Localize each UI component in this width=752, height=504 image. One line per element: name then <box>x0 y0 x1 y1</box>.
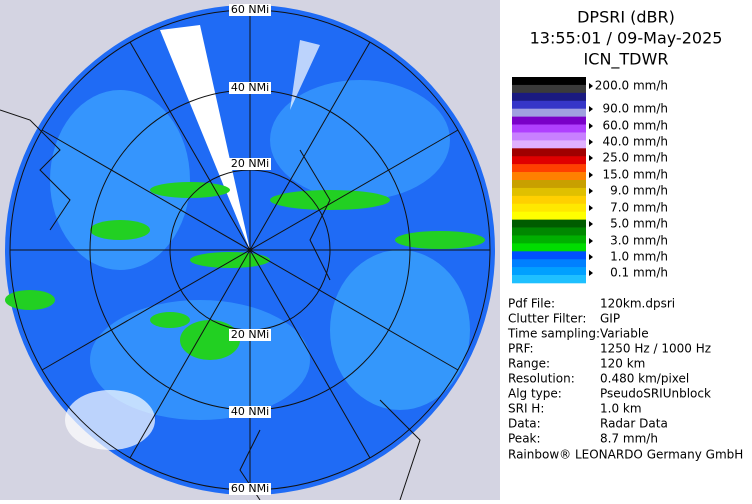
color-swatch <box>512 84 586 94</box>
color-swatch <box>512 124 586 133</box>
legend-label: 15.0 mm/h <box>602 168 668 182</box>
info-value: 1250 Hz / 1000 Hz <box>600 342 711 356</box>
color-swatch <box>512 227 586 236</box>
info-value: 1.0 km <box>600 402 642 416</box>
footer: Rainbow® LEONARDO Germany GmbH <box>508 448 743 462</box>
range-label-bg <box>229 483 271 495</box>
legend: 200.0 mm/h 90.0 mm/h 60.0 mm/h 40.0 mm/h 25.… <box>512 77 668 284</box>
color-swatch <box>512 180 586 189</box>
color-swatch <box>512 172 586 181</box>
range-label-bg <box>229 4 271 16</box>
range-label-bg <box>229 406 271 418</box>
info-key: Data: <box>508 417 541 431</box>
info-key: Alg type: <box>508 387 562 401</box>
color-swatch <box>512 77 586 86</box>
legend-label: 0.1 mm/h <box>610 266 668 280</box>
info-value: PseudoSRIUnblock <box>600 387 711 401</box>
legend-label: 3.0 mm/h <box>610 234 668 248</box>
legend-arrow <box>589 139 593 145</box>
timestamp: 13:55:01 / 09-May-2025 <box>530 29 723 48</box>
color-swatch <box>512 211 586 220</box>
legend-arrow <box>589 172 593 178</box>
color-swatch <box>512 219 586 228</box>
info-key: PRF: <box>508 342 534 356</box>
color-swatch <box>512 100 586 109</box>
site-name: ICN_TDWR <box>584 50 669 70</box>
color-swatch <box>512 251 586 260</box>
info-value: Variable <box>600 327 649 341</box>
info-key: Range: <box>508 357 550 371</box>
legend-label: 40.0 mm/h <box>602 135 668 149</box>
color-swatch <box>512 243 586 252</box>
legend-arrow <box>589 221 593 227</box>
info-key: Pdf File: <box>508 297 555 311</box>
legend-label: 25.0 mm/h <box>602 151 668 165</box>
legend-arrow <box>589 155 593 161</box>
range-label: 20 NMi <box>231 157 269 170</box>
color-swatch <box>512 156 586 165</box>
color-swatch <box>512 267 586 276</box>
info-value: 8.7 mm/h <box>600 432 658 446</box>
range-label-bg <box>229 82 271 94</box>
legend-label: 5.0 mm/h <box>610 217 668 231</box>
info-value: 0.480 km/pixel <box>600 372 689 386</box>
range-label: 40 NMi <box>231 81 269 94</box>
range-label-bg <box>229 158 271 170</box>
radar-map <box>0 5 495 501</box>
legend-arrow <box>589 238 593 244</box>
product-title: DPSRI (dBR) <box>577 8 675 27</box>
color-swatch <box>512 140 586 149</box>
color-swatch <box>512 275 586 284</box>
color-swatch <box>512 116 586 125</box>
legend-arrow <box>589 123 593 129</box>
color-swatch <box>512 92 586 102</box>
legend-label: 7.0 mm/h <box>610 201 668 215</box>
range-label: 40 NMi <box>231 405 269 418</box>
legend-label: 1.0 mm/h <box>610 250 668 264</box>
color-swatch <box>512 148 586 157</box>
color-swatch <box>512 195 586 205</box>
legend-arrow <box>589 83 593 89</box>
info-value: 120km.dpsri <box>600 297 675 311</box>
range-label: 60 NMi <box>231 482 269 495</box>
legend-arrow <box>589 205 593 211</box>
color-swatch <box>512 259 586 268</box>
range-labels: 60 NMi 40 NMi 20 NMi 20 NMi 40 NMi 60 NMi <box>229 3 271 495</box>
legend-label: 9.0 mm/h <box>610 184 668 198</box>
color-swatch <box>512 164 586 173</box>
range-label: 60 NMi <box>231 3 269 16</box>
info-key: SRI H: <box>508 402 544 416</box>
color-swatch <box>512 108 586 117</box>
info-key: Time sampling: <box>507 327 600 341</box>
legend-arrow <box>589 270 593 276</box>
legend-arrow <box>589 254 593 260</box>
info-value: 120 km <box>600 357 645 371</box>
legend-label: 200.0 mm/h <box>595 79 668 93</box>
info-table: Pdf File: 120km.dpsri Clutter Filter: GIPTi… <box>507 297 711 446</box>
range-label: 20 NMi <box>231 328 269 341</box>
info-value: GIP <box>600 312 620 326</box>
legend-label: 60.0 mm/h <box>602 119 668 133</box>
info-key: Clutter Filter: <box>508 312 586 326</box>
legend-label: 90.0 mm/h <box>602 102 668 116</box>
color-swatch <box>512 235 586 244</box>
range-label-bg <box>229 329 271 341</box>
info-value: Radar Data <box>600 417 668 431</box>
color-swatch <box>512 132 586 141</box>
color-swatch <box>512 203 586 212</box>
color-swatch <box>512 187 586 197</box>
legend-arrow <box>589 188 593 194</box>
info-key: Resolution: <box>508 372 575 386</box>
info-key: Peak: <box>508 432 541 446</box>
legend-arrow <box>589 106 593 112</box>
